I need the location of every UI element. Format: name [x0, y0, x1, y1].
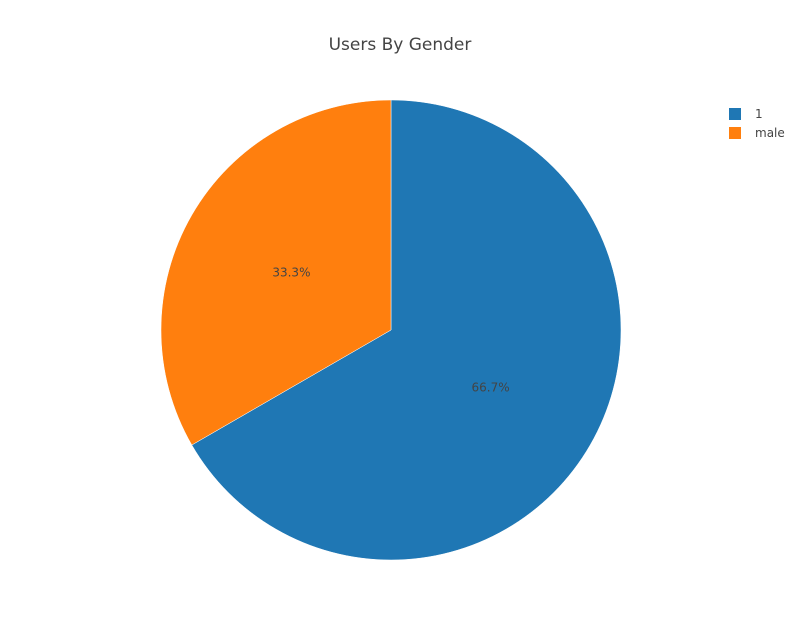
pie-slices: [160, 99, 622, 561]
legend-label: male: [755, 126, 785, 140]
legend-item-male[interactable]: male: [729, 126, 785, 140]
slice-percent-label: 33.3%: [272, 266, 310, 280]
legend-swatch: [729, 108, 741, 120]
pie-slice-labels: 66.7% 33.3%: [272, 266, 509, 395]
legend-swatch: [729, 127, 741, 139]
legend-label: 1: [755, 107, 763, 121]
pie-slice-male[interactable]: [160, 99, 392, 446]
legend: 1 male: [729, 107, 785, 140]
slice-percent-label: 66.7%: [472, 381, 510, 395]
legend-item-1[interactable]: 1: [729, 107, 763, 121]
pie-slice-1[interactable]: [191, 99, 622, 561]
chart-title: Users By Gender: [329, 35, 472, 55]
